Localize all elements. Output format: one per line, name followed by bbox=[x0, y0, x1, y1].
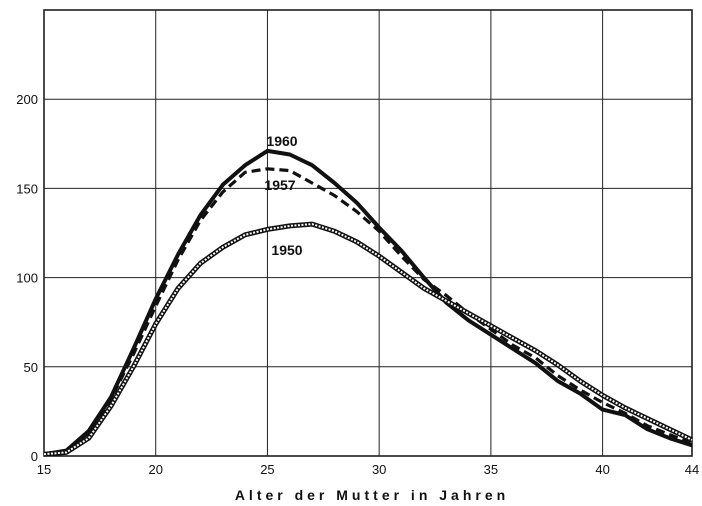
x-tick-label: 35 bbox=[484, 462, 498, 477]
x-axis-ticks: 15 20 25 30 35 40 44 bbox=[37, 462, 699, 477]
y-tick-label: 150 bbox=[16, 181, 38, 196]
series-labels: 1960 1957 1950 bbox=[264, 133, 302, 258]
x-axis-label: Alter der Mutter in Jahren bbox=[235, 487, 509, 503]
x-tick-label: 25 bbox=[260, 462, 274, 477]
series-1957-line bbox=[43, 167, 693, 456]
x-tick-label: 30 bbox=[372, 462, 386, 477]
y-axis-ticks: 0 50 100 150 200 bbox=[16, 92, 38, 464]
x-tick-label: 44 bbox=[685, 462, 699, 477]
series-1957-label: 1957 bbox=[264, 177, 295, 193]
y-tick-label: 50 bbox=[24, 360, 38, 375]
x-tick-label: 15 bbox=[37, 462, 51, 477]
series-1950-line-inner bbox=[43, 223, 693, 456]
y-tick-label: 0 bbox=[31, 449, 38, 464]
x-tick-label: 20 bbox=[148, 462, 162, 477]
plot-frame bbox=[43, 9, 693, 457]
grid bbox=[43, 9, 693, 457]
series-1950-label: 1950 bbox=[271, 242, 302, 258]
series-1960-line bbox=[43, 148, 693, 457]
y-tick-label: 200 bbox=[16, 92, 38, 107]
series-1960-label: 1960 bbox=[266, 133, 297, 149]
y-tick-label: 100 bbox=[16, 271, 38, 286]
series-lines bbox=[43, 148, 694, 457]
x-tick-label: 40 bbox=[595, 462, 609, 477]
